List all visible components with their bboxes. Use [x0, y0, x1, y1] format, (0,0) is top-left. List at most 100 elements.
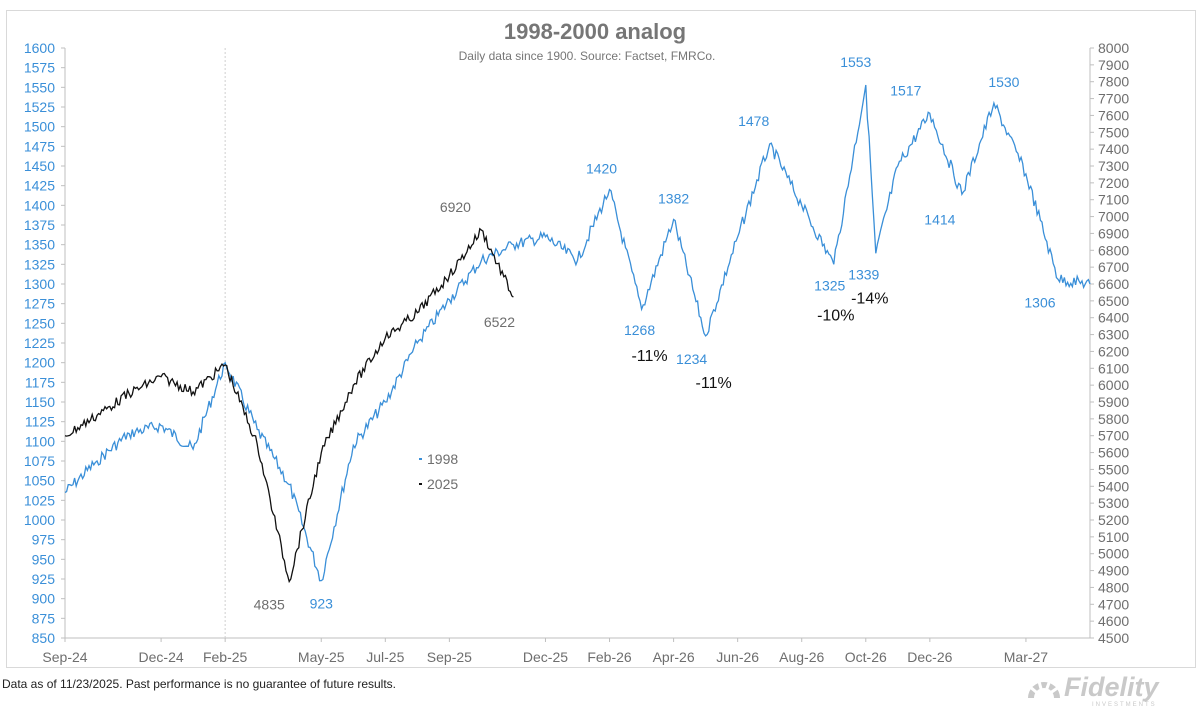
left-tick-label: 1000 [24, 512, 55, 528]
left-tick-label: 1375 [24, 217, 55, 233]
right-tick-label: 7000 [1098, 209, 1129, 225]
left-tick-label: 1475 [24, 138, 55, 154]
left-tick-label: 1100 [25, 433, 55, 449]
left-tick-label: 1575 [24, 60, 55, 76]
left-tick-label: 1550 [24, 79, 55, 95]
annotation-layer: 4835 923 6920 6522 1420 1268 -11% 1382 1234 -11% 1… [254, 54, 1056, 613]
value-label: 6920 [440, 199, 471, 215]
right-tick-label: 7500 [1098, 124, 1129, 140]
left-tick-label: 1225 [24, 335, 55, 351]
legend: 1998 2025 [419, 451, 458, 492]
axes: 850 875 900 925 950 975 1000 1025 1050 1075 1100 11… [24, 40, 1130, 665]
right-tick-label: 5100 [1098, 529, 1129, 545]
x-tick-label: Jul-25 [366, 649, 404, 665]
right-tick-label: 5900 [1098, 394, 1129, 410]
x-tick-label: Dec-26 [907, 649, 952, 665]
right-tick-label: 7600 [1098, 107, 1129, 123]
value-label: 1414 [924, 211, 955, 227]
right-tick-label: 7100 [1098, 192, 1129, 208]
x-tick-label: Jun-26 [716, 649, 759, 665]
right-tick-label: 6200 [1098, 343, 1129, 359]
right-tick-label: 7700 [1098, 91, 1129, 107]
right-tick-label: 4800 [1098, 579, 1129, 595]
right-tick-label: 6300 [1098, 327, 1129, 343]
value-label: 923 [310, 596, 334, 612]
value-label: 1530 [988, 74, 1019, 90]
left-tick-label: 1075 [24, 453, 55, 469]
right-tick-label: 7200 [1098, 175, 1129, 191]
value-label: 1420 [586, 161, 617, 177]
right-tick-label: 7900 [1098, 57, 1129, 73]
x-tick-label: Feb-25 [203, 649, 248, 665]
value-label: 1325 [814, 277, 845, 293]
right-tick-label: 6400 [1098, 310, 1129, 326]
right-tick-label: 6600 [1098, 276, 1129, 292]
logo-wordmark: Fidelity [1064, 672, 1160, 702]
right-tick-label: 5600 [1098, 445, 1129, 461]
left-tick-label: 1200 [24, 355, 55, 371]
right-tick-label: 6500 [1098, 293, 1129, 309]
chart-frame: 1998-2000 analog Daily data since 1900. … [6, 10, 1196, 668]
value-label: 1553 [840, 54, 871, 70]
right-tick-label: 5000 [1098, 546, 1129, 562]
series-layer [64, 84, 1091, 584]
right-tick-label: 7800 [1098, 74, 1129, 90]
left-tick-label: 1450 [24, 158, 55, 174]
x-tick-label: May-25 [298, 649, 345, 665]
right-tick-label: 4600 [1098, 613, 1129, 629]
fidelity-logo: Fidelity INVESTMENTS [1027, 672, 1160, 708]
right-tick-label: 7400 [1098, 141, 1129, 157]
series-line-2025 [64, 227, 514, 584]
left-tick-label: 1050 [24, 473, 55, 489]
logo-subtitle: INVESTMENTS [1092, 702, 1157, 708]
right-tick-label: 4900 [1098, 563, 1129, 579]
left-tick-label: 975 [32, 532, 56, 548]
x-tick-label: Dec-24 [139, 649, 184, 665]
legend-label-1998: 1998 [427, 451, 458, 467]
left-tick-label: 875 [32, 610, 56, 626]
value-label: 1268 [624, 322, 655, 338]
drawdown-label: -10% [817, 307, 854, 324]
series-line-1998 [64, 84, 1091, 582]
left-tick-label: 1600 [24, 40, 55, 56]
chart-title: 1998-2000 analog [504, 19, 686, 44]
right-tick-label: 5300 [1098, 495, 1129, 511]
value-label: 1382 [658, 190, 689, 206]
left-tick-label: 1500 [24, 119, 55, 135]
right-tick-label: 8000 [1098, 40, 1129, 56]
x-tick-label: Feb-26 [587, 649, 632, 665]
left-tick-label: 1525 [24, 99, 55, 115]
right-tick-label: 7300 [1098, 158, 1129, 174]
left-tick-label: 1250 [24, 315, 55, 331]
value-label: 1478 [738, 113, 769, 129]
left-tick-label: 1025 [24, 492, 55, 508]
x-tick-label: Apr-26 [653, 649, 695, 665]
left-tick-label: 950 [32, 551, 56, 567]
x-tick-label: Sep-24 [42, 649, 87, 665]
right-tick-label: 6700 [1098, 259, 1129, 275]
right-tick-label: 5800 [1098, 411, 1129, 427]
left-tick-label: 1125 [25, 414, 55, 430]
legend-label-2025: 2025 [427, 476, 458, 492]
value-label: 4835 [254, 597, 285, 613]
value-label: 1339 [848, 266, 879, 282]
left-tick-label: 1400 [24, 197, 55, 213]
right-tick-label: 4700 [1098, 596, 1129, 612]
left-tick-label: 925 [32, 571, 56, 587]
x-tick-label: Mar-27 [1004, 649, 1049, 665]
value-label: 6522 [484, 314, 515, 330]
left-tick-label: 1425 [24, 178, 55, 194]
left-tick-label: 1325 [24, 256, 55, 272]
right-tick-label: 5400 [1098, 478, 1129, 494]
left-tick-label: 850 [32, 630, 56, 646]
line-chart: 1998-2000 analog Daily data since 1900. … [24, 19, 1130, 665]
x-tick-label: Sep-25 [427, 649, 472, 665]
footer-note: Data as of 11/23/2025. Past performance … [2, 677, 397, 691]
left-tick-label: 1150 [25, 394, 55, 410]
right-tick-label: 6000 [1098, 377, 1129, 393]
value-label: 1234 [676, 351, 707, 367]
x-tick-label: Aug-26 [779, 649, 824, 665]
drawdown-label: -14% [851, 290, 888, 307]
drawdown-label: -11% [631, 348, 667, 365]
value-label: 1306 [1024, 294, 1055, 310]
